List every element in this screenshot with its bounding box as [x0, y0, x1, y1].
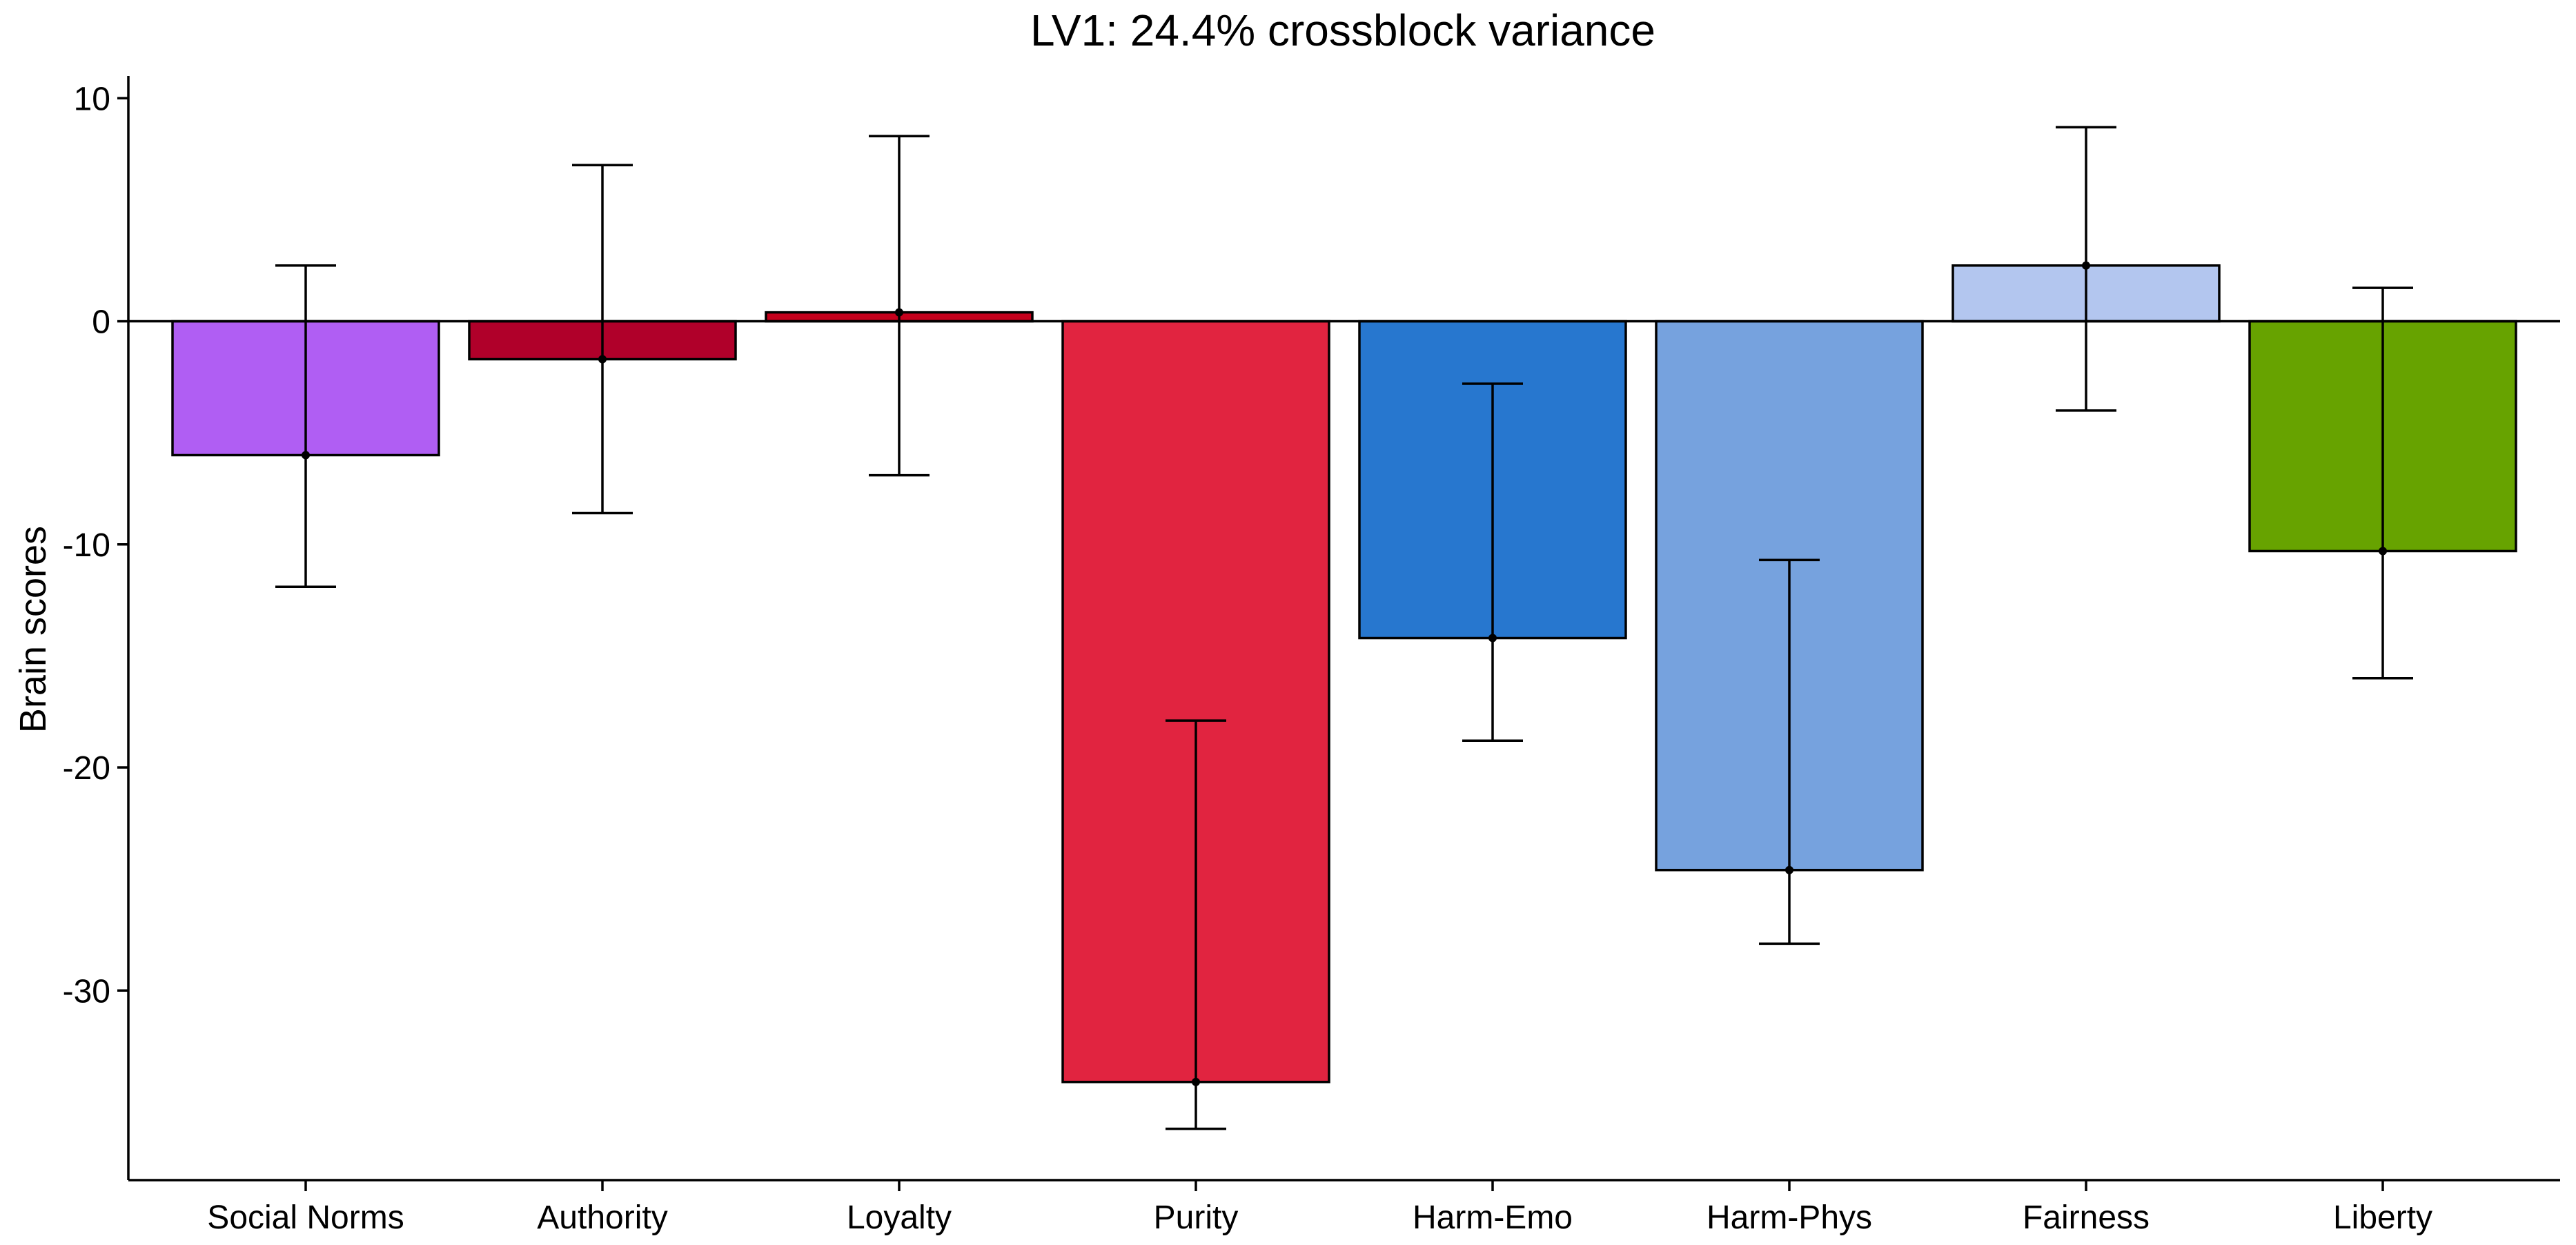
y-tick-label: -30	[63, 973, 110, 1010]
y-tick-label: 10	[74, 81, 110, 117]
x-tick-label: Social Norms	[207, 1199, 404, 1236]
bars	[171, 264, 2517, 1084]
data-point	[598, 355, 607, 364]
data-point	[2379, 547, 2387, 556]
data-point	[1785, 865, 1793, 874]
data-point	[2082, 261, 2090, 270]
y-tick-label: 0	[92, 304, 110, 341]
chart-title: LV1: 24.4% crossblock variance	[1030, 6, 1655, 55]
x-tick-label: Harm-Phys	[1707, 1199, 1872, 1236]
x-tick-label: Authority	[537, 1199, 667, 1236]
x-tick-label: Fairness	[2023, 1199, 2150, 1236]
x-tick-label: Purity	[1154, 1199, 1239, 1236]
data-point	[1192, 1077, 1200, 1086]
y-axis-label: Brain scores	[12, 526, 54, 733]
data-point	[302, 451, 310, 460]
x-axis: Social Norms Authority Loyalty Purity Harm-E…	[128, 1179, 2560, 1236]
y-axis: 10 0 -10 -20 -30	[63, 76, 130, 1180]
y-tick-label: -20	[63, 750, 110, 787]
x-tick-label: Liberty	[2333, 1199, 2432, 1236]
y-tick-label: -10	[63, 527, 110, 564]
error-bars	[275, 126, 2413, 1130]
data-point	[1488, 634, 1497, 643]
x-tick-label: Loyalty	[847, 1199, 952, 1236]
x-tick-label: Harm-Emo	[1413, 1199, 1573, 1236]
data-point	[895, 308, 903, 317]
